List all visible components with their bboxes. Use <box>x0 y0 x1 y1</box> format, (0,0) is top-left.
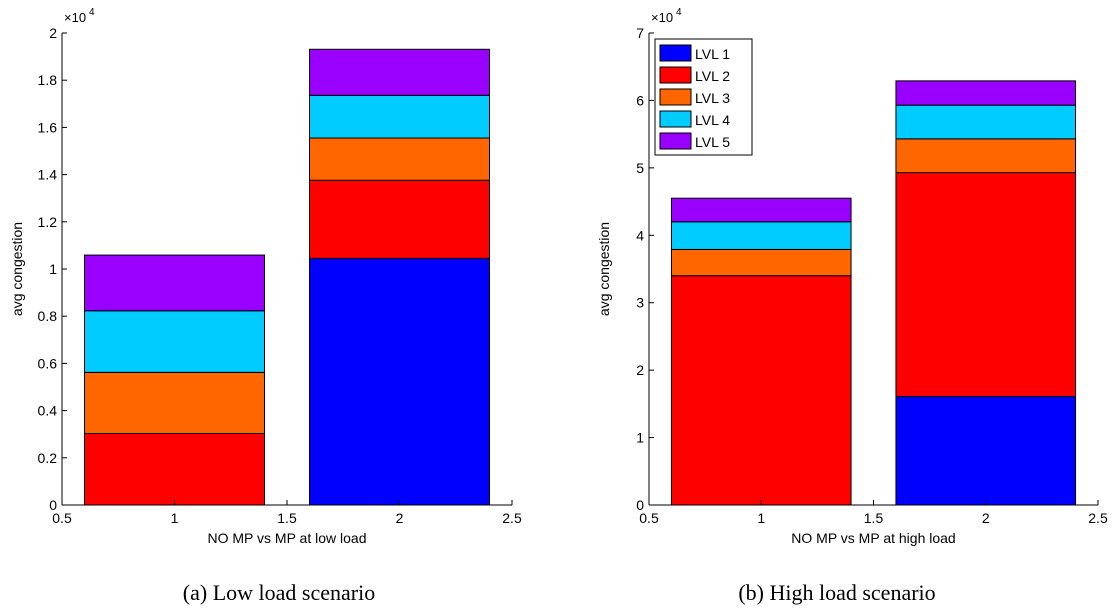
bar-segment-lvl3-cat2 <box>309 137 490 181</box>
x-tick-label: 2 <box>982 510 990 526</box>
bar-segment-lvl4-cat1 <box>670 221 852 250</box>
y-tick-label: 0.2 <box>38 450 58 466</box>
bar-segment-lvl2-cat1 <box>84 432 265 506</box>
legend-swatch-lvl2 <box>659 66 692 84</box>
chart-low-load: 0.5 1 1.5 2 2.5 0 0.2 0.4 0.6 0.8 1 1.2 1.4 1.6 1.8 2 ×1… <box>9 7 522 605</box>
bar-segment-lvl1-cat2 <box>309 257 490 506</box>
bar-segment-lvl3-cat1 <box>84 371 265 434</box>
x-tick-label: 2.5 <box>1088 510 1108 526</box>
y-tick-label: 1.4 <box>38 167 58 183</box>
bar-segment-lvl5-cat1 <box>84 254 265 312</box>
bar-segment-lvl2-cat2 <box>309 179 490 259</box>
x-tick-label: 0.5 <box>639 510 659 526</box>
y-tick-label: 1.6 <box>38 119 58 135</box>
y-tick-label: 5 <box>636 160 644 176</box>
bar-segment-lvl4-cat2 <box>309 94 490 139</box>
legend-label: LVL 2 <box>695 68 730 84</box>
legend-label: LVL 4 <box>695 112 730 128</box>
x-tick-label: 1 <box>757 510 765 526</box>
bar-segment-lvl3-cat2 <box>895 138 1077 174</box>
x-tick-label: 2 <box>396 510 404 526</box>
x-tick-label: 0.5 <box>52 510 72 526</box>
axis-multiplier-exponent: 4 <box>89 7 95 18</box>
bar-segment-lvl3-cat1 <box>670 248 852 277</box>
y-tick-label: 3 <box>636 295 644 311</box>
y-tick-label: 7 <box>636 25 644 41</box>
x-tick-label: 1.5 <box>864 510 884 526</box>
legend-swatch-lvl5 <box>659 132 692 150</box>
y-axis-label: avg congestion <box>596 222 612 316</box>
y-tick-label: 1.8 <box>38 72 58 88</box>
bar-segment-lvl5-cat2 <box>309 48 490 96</box>
y-tick-label: 1 <box>636 430 644 446</box>
y-axis-label: avg congestion <box>9 222 25 316</box>
bar-segment-lvl4-cat1 <box>84 310 265 373</box>
y-tick-label: 0 <box>49 497 57 513</box>
legend-swatch-lvl4 <box>659 110 692 128</box>
y-tick-label: 6 <box>636 92 644 108</box>
axis-multiplier-exponent: 4 <box>676 7 682 18</box>
bar-segment-lvl2-cat2 <box>895 172 1077 397</box>
legend-label: LVL 3 <box>695 90 730 106</box>
x-axis-label: NO MP vs MP at high load <box>791 530 955 546</box>
axis-multiplier-base: ×10 <box>651 10 673 25</box>
y-tick-label: 1 <box>49 261 57 277</box>
y-tick-label: 2 <box>636 362 644 378</box>
x-axis-label: NO MP vs MP at low load <box>208 530 367 546</box>
axis-multiplier-base: ×10 <box>64 10 86 25</box>
bar-segment-lvl1-cat2 <box>895 395 1077 506</box>
legend-label: LVL 1 <box>695 46 730 62</box>
figure-caption: (b) High load scenario <box>738 580 935 605</box>
y-tick-label: 1.2 <box>38 214 58 230</box>
bar-segment-lvl2-cat1 <box>670 275 852 506</box>
y-tick-label: 2 <box>49 25 57 41</box>
bar-segment-lvl4-cat2 <box>895 104 1077 140</box>
y-tick-label: 0.4 <box>38 403 58 419</box>
x-tick-label: 1 <box>171 510 179 526</box>
legend-label: LVL 5 <box>695 134 730 150</box>
legend-swatch-lvl1 <box>659 44 692 62</box>
x-tick-label: 2.5 <box>502 510 522 526</box>
bar-segment-lvl5-cat1 <box>670 197 852 223</box>
legend-swatch-lvl3 <box>659 88 692 106</box>
y-tick-label: 0.6 <box>38 355 58 371</box>
y-tick-label: 4 <box>636 227 644 243</box>
figure-caption: (a) Low load scenario <box>183 580 375 605</box>
y-tick-label: 0 <box>636 497 644 513</box>
x-tick-label: 1.5 <box>277 510 297 526</box>
bar-segment-lvl5-cat2 <box>895 80 1077 106</box>
y-tick-label: 0.8 <box>38 308 58 324</box>
